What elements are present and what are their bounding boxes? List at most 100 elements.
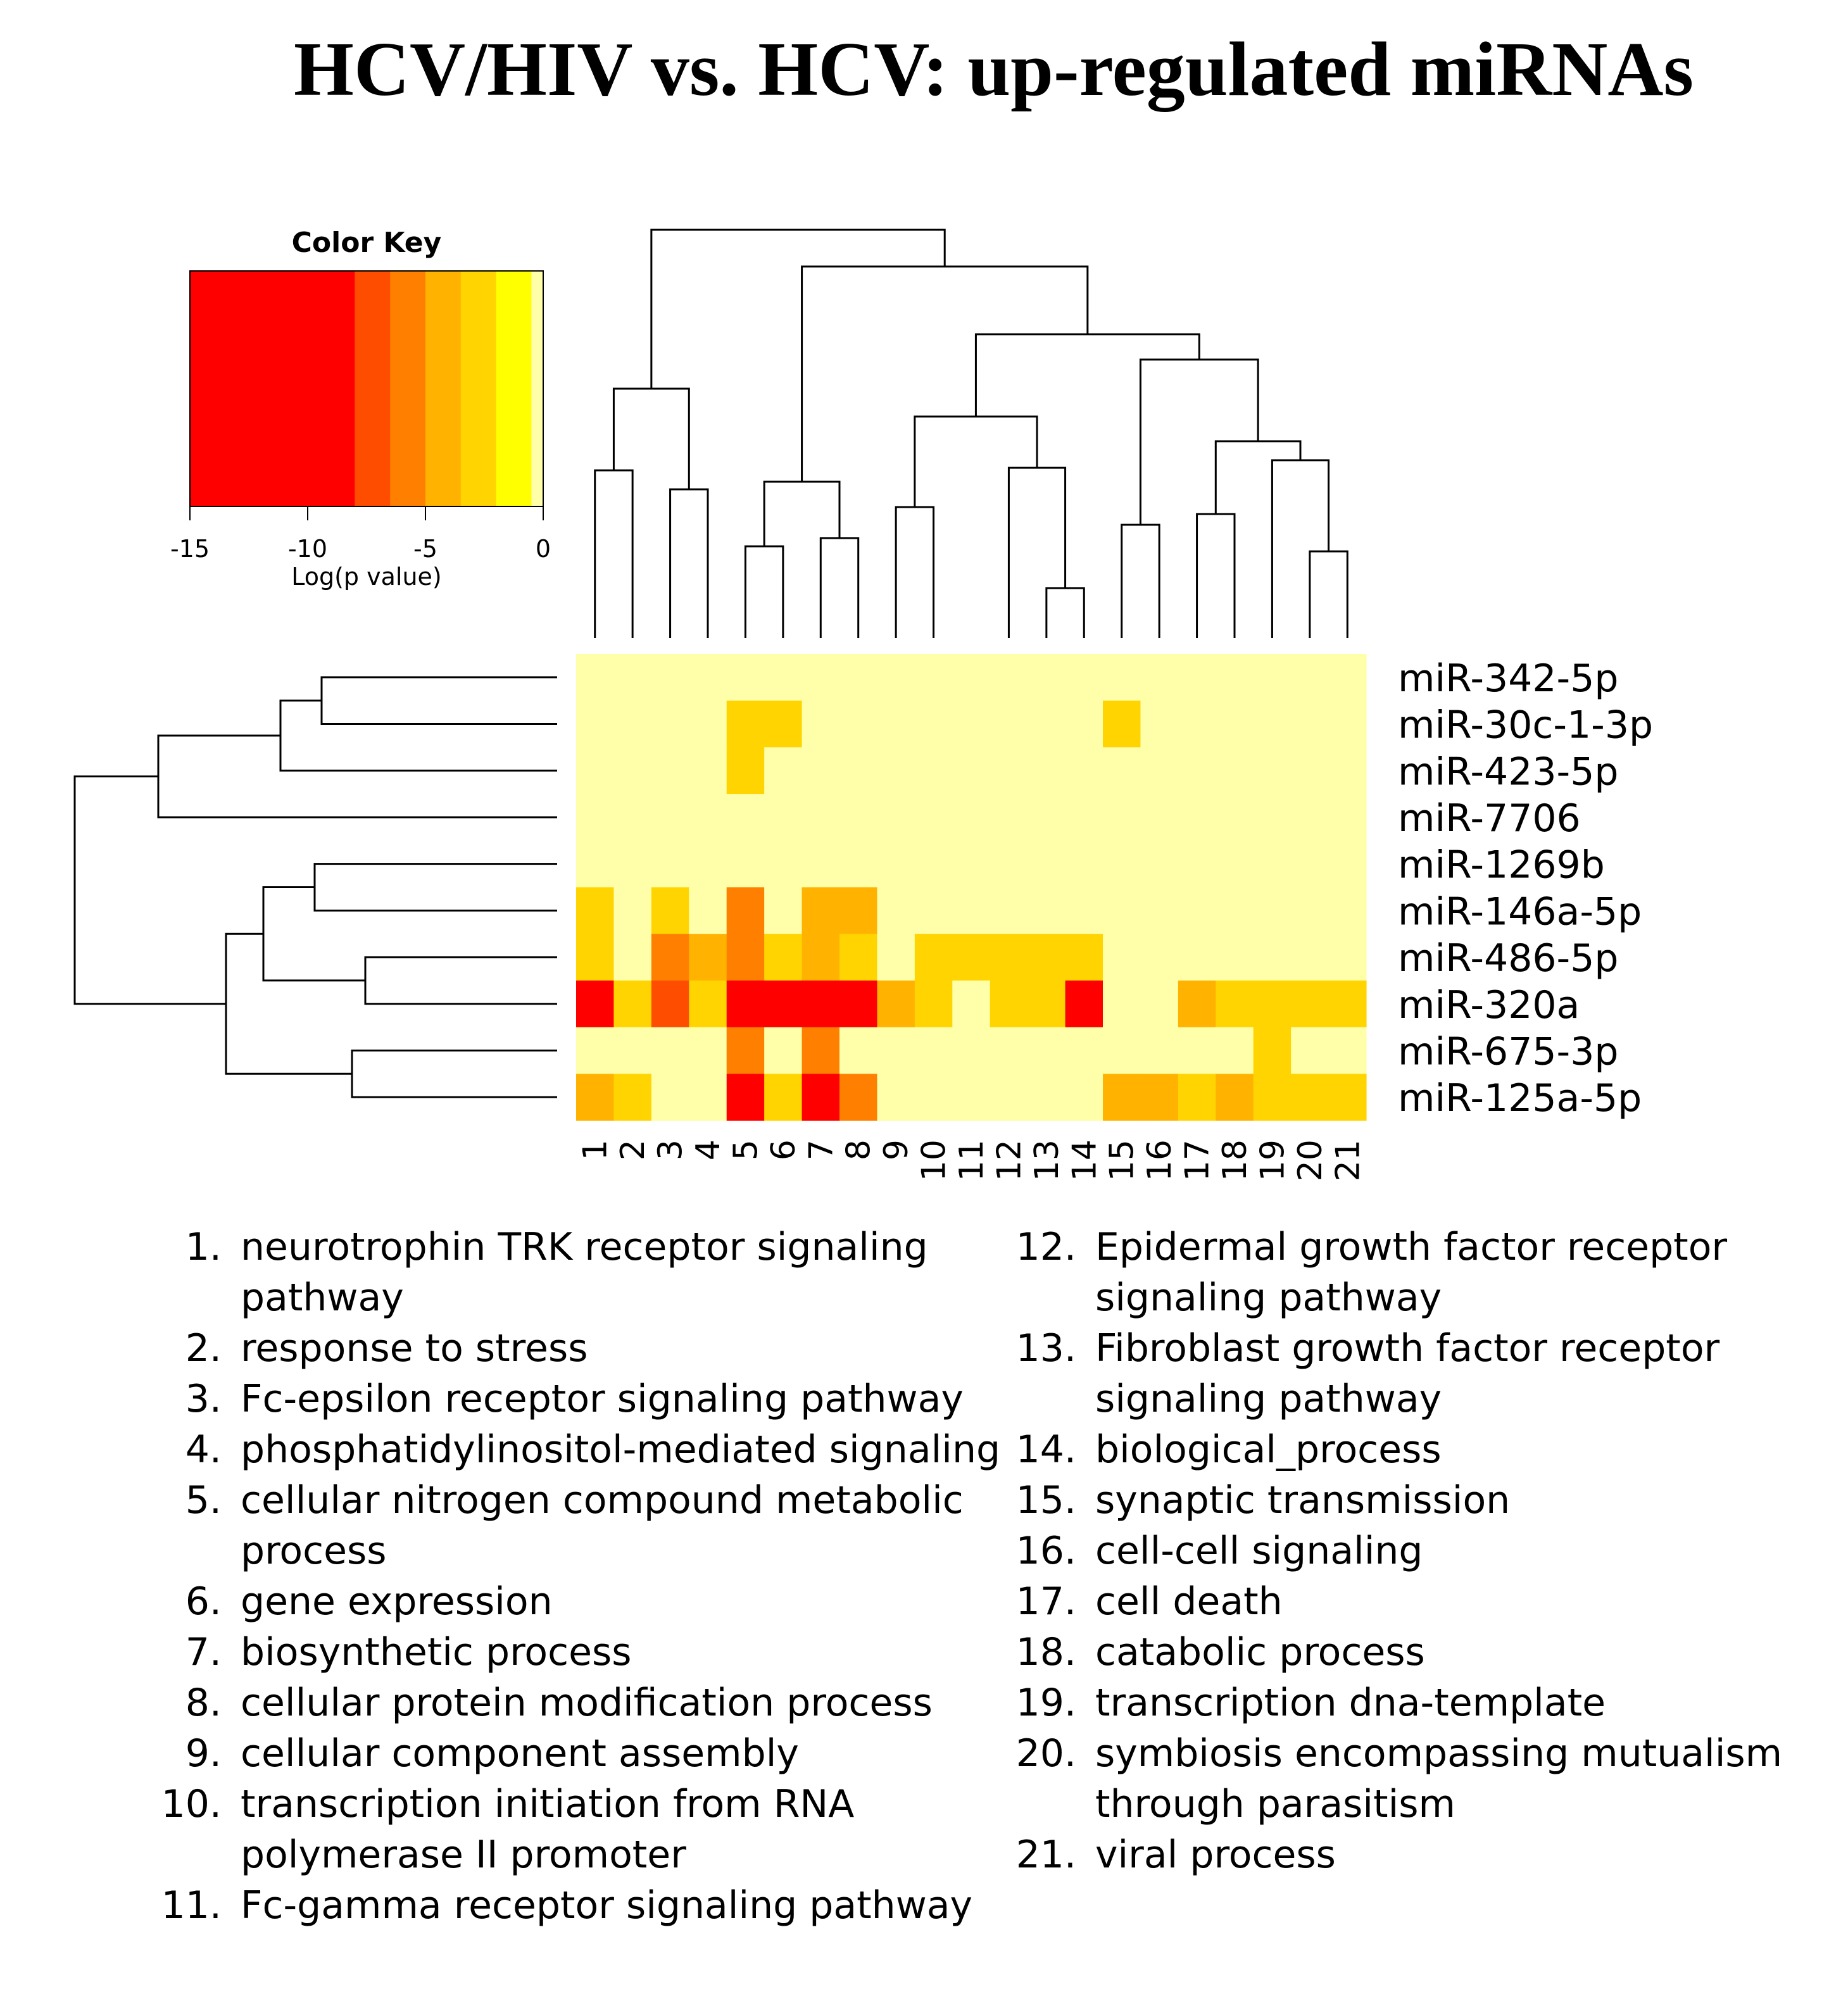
column-label: 12 [990, 1139, 1028, 1181]
heatmap-cell [689, 700, 727, 748]
heatmap-cell [914, 747, 953, 794]
heatmap-cell [1178, 934, 1216, 981]
legend-text: through parasitism [1095, 1782, 1455, 1826]
legend-item: 11. Fc-gamma receptor signaling pathway [139, 1880, 1038, 1931]
legend-number: 19. [1015, 1681, 1076, 1725]
color-key-swatch [355, 271, 391, 506]
heatmap-cell [689, 1027, 727, 1074]
legend-number: 9. [185, 1731, 222, 1776]
legend-item: 19. transcription dna-template [1000, 1678, 1823, 1728]
legend-number: 8. [185, 1681, 222, 1725]
color-key-title: Color Key [292, 227, 442, 259]
color-key-tick-label: -5 [413, 535, 437, 563]
row-label: miR-423-5p [1398, 750, 1618, 794]
heatmap-cell [651, 1027, 689, 1074]
heatmap-cell [877, 934, 915, 981]
heatmap-cell [576, 1027, 615, 1074]
heatmap-cell [1028, 887, 1066, 934]
heatmap-cell [1178, 887, 1216, 934]
heatmap-cell [764, 654, 803, 701]
legend-text: synaptic transmission [1095, 1478, 1511, 1522]
dendrogram-branch [157, 734, 557, 819]
heatmap-cell [952, 1074, 991, 1121]
legend-text: Fc-gamma receptor signaling pathway [241, 1883, 973, 1928]
heatmap-cell [576, 654, 615, 701]
column-label: 19 [1254, 1139, 1292, 1181]
legend-text: biosynthetic process [241, 1630, 632, 1674]
heatmap-cell [726, 1074, 765, 1121]
legend-number: 7. [185, 1630, 222, 1674]
heatmap-cell [839, 1074, 878, 1121]
legend-number: 18. [1015, 1630, 1076, 1674]
color-key-swatch [460, 271, 497, 506]
column-label: 21 [1329, 1139, 1367, 1181]
heatmap-cell [576, 840, 615, 888]
legend-number: 1. [185, 1225, 222, 1269]
heatmap-cell [952, 980, 991, 1028]
heatmap-cell [1291, 1074, 1329, 1121]
heatmap-cell [1291, 747, 1329, 794]
heatmap-cell [651, 654, 689, 701]
legend-item: 17. cell death [1000, 1576, 1823, 1627]
dendrogram-branch [1271, 459, 1330, 638]
heatmap-cell [801, 1027, 840, 1074]
legend-number: 14. [1015, 1427, 1076, 1472]
heatmap-cell [1253, 934, 1292, 981]
heatmap-cell [689, 980, 727, 1028]
heatmap-cell [801, 794, 840, 841]
heatmap-cell [952, 887, 991, 934]
heatmap-cell [1328, 700, 1367, 748]
heatmap-cell [726, 1027, 765, 1074]
legend-number: 3. [185, 1377, 222, 1421]
heatmap-cell [1065, 794, 1103, 841]
heatmap-cell [726, 980, 765, 1028]
dendrogram-branch [313, 863, 557, 912]
legend-item: 12. Epidermal growth factor receptor [1000, 1222, 1823, 1272]
heatmap-cell [613, 747, 652, 794]
column-label: 9 [877, 1139, 915, 1160]
heatmap-cell [952, 794, 991, 841]
heatmap-cell [914, 654, 953, 701]
heatmap-cell [1028, 1074, 1066, 1121]
legend-text: signaling pathway [1095, 1276, 1442, 1320]
color-key-xlabel: Log(p value) [291, 563, 442, 591]
heatmap-cell [651, 887, 689, 934]
heatmap-cell [1216, 840, 1254, 888]
heatmap-cell [613, 654, 652, 701]
heatmap-cell [990, 700, 1028, 748]
heatmap-cell [764, 1027, 803, 1074]
heatmap-cell [1178, 747, 1216, 794]
column-label: 8 [840, 1139, 878, 1160]
legend-text: transcription initiation from RNA [241, 1782, 855, 1826]
heatmap-cell [613, 934, 652, 981]
dendrogram-branch [73, 775, 226, 1005]
heatmap-cell [651, 980, 689, 1028]
heatmap-cell [1328, 980, 1367, 1028]
dendrogram-branch [1007, 467, 1067, 638]
legend-item: 2. response to stress [139, 1323, 1038, 1374]
legend-number: 20. [1015, 1731, 1076, 1776]
heatmap-cell [801, 887, 840, 934]
heatmap-cell [914, 700, 953, 748]
heatmap-cell [1178, 840, 1216, 888]
heatmap-cell [801, 747, 840, 794]
legend-item: polymerase II promoter [139, 1829, 1038, 1880]
heatmap-cell [764, 1074, 803, 1121]
legend-text: neurotrophin TRK receptor signaling [241, 1225, 928, 1269]
heatmap-cell [1065, 980, 1103, 1028]
row-label: miR-675-3p [1398, 1029, 1618, 1074]
heatmap-cell [1140, 1027, 1179, 1074]
heatmap-cell [1103, 934, 1141, 981]
heatmap-cell [651, 840, 689, 888]
heatmap-cell [764, 747, 803, 794]
legend-number: 10. [161, 1782, 222, 1826]
heatmap-cell [1065, 1027, 1103, 1074]
legend-item: 8. cellular protein modification process [139, 1678, 1038, 1728]
dendrogram-branch [225, 932, 352, 1075]
row-label: miR-7706 [1398, 796, 1581, 841]
heatmap-cell [1028, 700, 1066, 748]
column-label: 15 [1103, 1139, 1141, 1181]
heatmap-cell [1253, 1074, 1292, 1121]
heatmap-cell [914, 934, 953, 981]
heatmap-cell [1328, 794, 1367, 841]
